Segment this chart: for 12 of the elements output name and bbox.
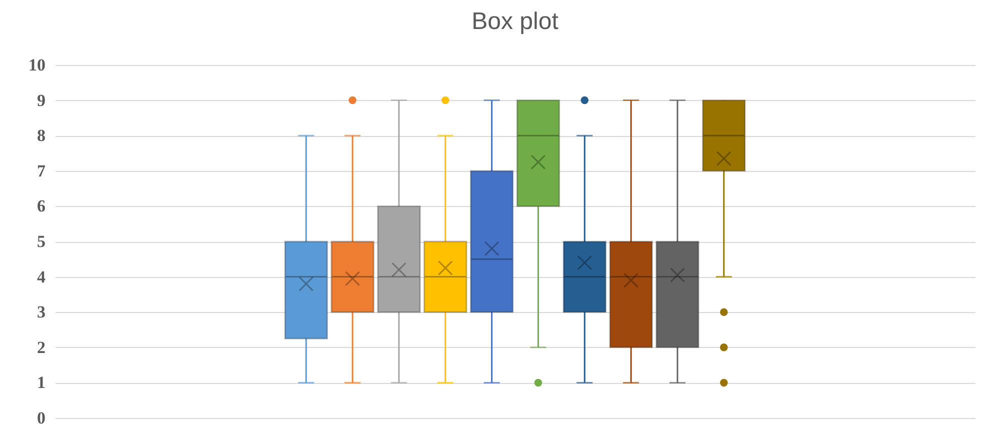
y-tick-label: 4 <box>37 267 46 286</box>
y-tick-label: 8 <box>37 126 46 146</box>
y-tick-label: 2 <box>37 338 46 357</box>
y-tick-label: 6 <box>37 196 46 216</box>
y-tick-label: 5 <box>37 232 46 251</box>
y-tick-label: 0 <box>37 408 46 428</box>
y-tick-label: 1 <box>37 373 46 392</box>
y-tick-label: 10 <box>28 56 46 74</box>
y-tick-label: 7 <box>37 161 46 180</box>
chart-title: Box plot <box>472 8 559 35</box>
y-tick-label: 9 <box>37 90 46 110</box>
y-tick-label: 3 <box>37 302 46 322</box>
